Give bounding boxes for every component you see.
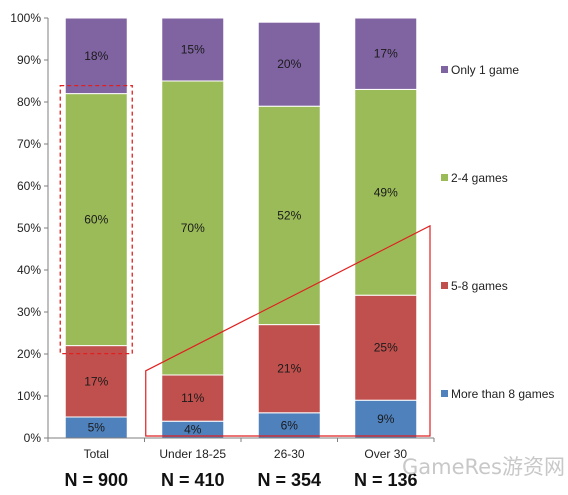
data-label: 70% <box>181 221 205 235</box>
legend-swatch <box>441 174 448 181</box>
legend: Only 1 game 2-4 games 5-8 games More than 8… <box>441 63 554 401</box>
x-tick-label: Total <box>84 447 109 461</box>
axes-layer: 0% 10% 20% 30% 40% 50% 60% 70% 80% 90% 100% <box>10 11 435 445</box>
data-label: 21% <box>277 362 301 376</box>
highlight-dashed-box <box>59 84 133 355</box>
y-tick-label: 100% <box>10 11 41 25</box>
data-label: 25% <box>374 341 398 355</box>
bar-segment <box>354 399 418 439</box>
bar-segment <box>257 324 321 414</box>
y-tick-label: 50% <box>17 221 41 235</box>
highlight-trapezoid <box>145 224 431 437</box>
data-label: 4% <box>184 423 202 437</box>
watermark: GameRes游资网 <box>402 455 565 479</box>
bar-segment <box>64 17 128 95</box>
legend-swatch <box>441 282 448 289</box>
data-label: 6% <box>281 418 299 432</box>
data-label: 52% <box>277 208 301 222</box>
data-label: 60% <box>84 213 108 227</box>
y-tick-label: 20% <box>17 347 41 361</box>
bars-layer <box>64 17 418 439</box>
y-tick-label: 30% <box>17 305 41 319</box>
legend-swatch <box>441 66 448 73</box>
y-tick-label: 0% <box>24 431 42 445</box>
data-label: 17% <box>374 47 398 61</box>
labels-layer: 5% 17% 60% 18% Total N = 900 4% 11% 70% 15% Under … <box>64 43 417 491</box>
data-label: 11% <box>181 391 204 405</box>
bar-segment <box>161 17 225 82</box>
y-tick-label: 70% <box>17 137 41 151</box>
bar-segment <box>64 345 128 418</box>
y-tick-label: 90% <box>17 53 41 67</box>
x-tick-label: Over 30 <box>364 447 407 461</box>
annotations-layer <box>59 84 431 437</box>
bar-segment <box>161 80 225 376</box>
data-label: 20% <box>277 57 301 71</box>
y-tick-label: 10% <box>17 389 41 403</box>
bar-segment <box>354 294 418 401</box>
sample-size-label: N = 136 <box>354 470 418 490</box>
bar-segment <box>257 412 321 439</box>
legend-label: More than 8 games <box>451 387 554 401</box>
sample-size-label: N = 410 <box>161 470 225 490</box>
x-tick-label: Under 18-25 <box>159 447 226 461</box>
data-label: 15% <box>181 43 205 57</box>
data-label: 9% <box>377 412 395 426</box>
data-label: 18% <box>84 49 108 63</box>
legend-label: 2-4 games <box>451 171 508 185</box>
data-label: 5% <box>88 421 106 435</box>
bar-segment <box>354 88 418 296</box>
bar-segment <box>354 17 418 90</box>
legend-label: 5-8 games <box>451 279 508 293</box>
legend-swatch <box>441 390 448 397</box>
data-label: 17% <box>84 374 108 388</box>
bar-segment <box>257 105 321 326</box>
x-tick-label: 26-30 <box>274 447 305 461</box>
y-tick-label: 80% <box>17 95 41 109</box>
legend-label: Only 1 game <box>451 63 519 77</box>
y-tick-label: 60% <box>17 179 41 193</box>
data-label: 49% <box>374 185 398 199</box>
bar-segment <box>257 21 321 107</box>
y-tick-label: 40% <box>17 263 41 277</box>
sample-size-label: N = 354 <box>257 470 321 490</box>
sample-size-label: N = 900 <box>64 470 128 490</box>
